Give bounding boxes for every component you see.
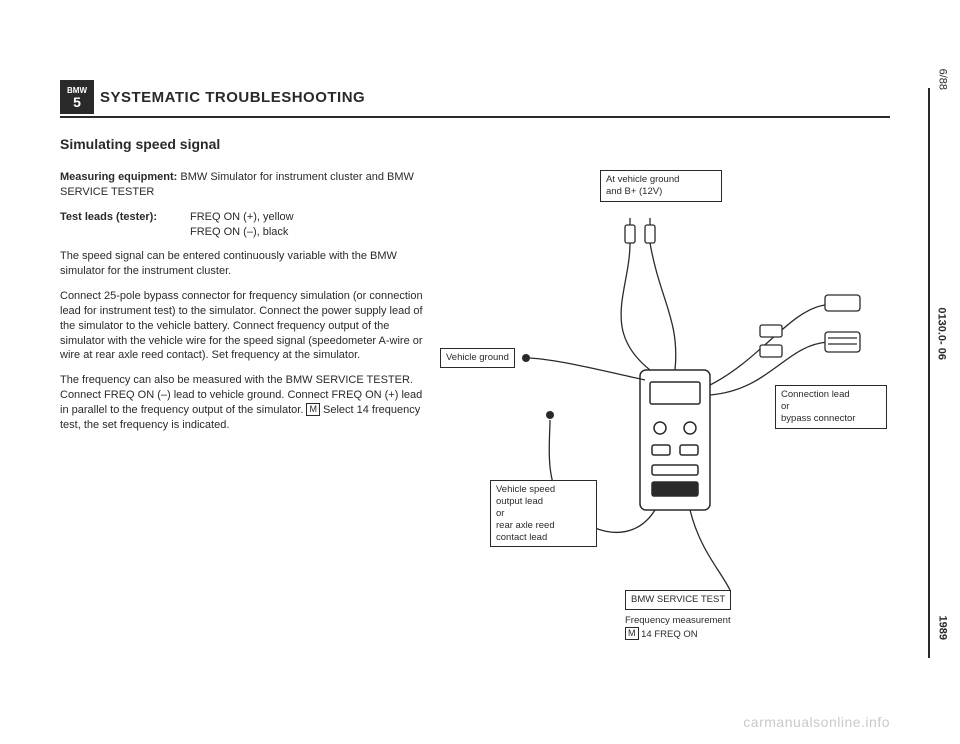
logo-series: 5 [73, 95, 81, 109]
m-symbol-2: M [625, 627, 639, 640]
paragraph-2: Connect 25-pole bypass connector for fre… [60, 289, 430, 363]
vehicle-ground-label: Vehicle ground [440, 348, 515, 368]
leads-line1: FREQ ON (+), yellow [190, 211, 294, 223]
section-title: Simulating speed signal [60, 136, 890, 152]
connection-lead-label: Connection lead or bypass connector [775, 385, 887, 429]
freq-measurement-label: Frequency measurement M 14 FREQ ON [625, 615, 731, 641]
leads-line2: FREQ ON (–), black [190, 226, 288, 238]
paragraph-1: The speed signal can be entered continuo… [60, 249, 430, 279]
side-rail [928, 88, 930, 658]
equip-label: Measuring equipment: [60, 171, 177, 183]
bmw-logo: BMW 5 [60, 80, 94, 114]
watermark: carmanualsonline.info [743, 714, 890, 730]
paragraph-3: The frequency can also be measured with … [60, 373, 430, 432]
rail-top: 6/88 [936, 69, 948, 90]
diagram-area: At vehicle ground and B+ (12V) Vehicle g… [430, 170, 890, 655]
header-row: BMW 5 SYSTEMATIC TROUBLESHOOTING [60, 80, 890, 118]
page-title: SYSTEMATIC TROUBLESHOOTING [100, 89, 365, 106]
rail-bottom: 1989 [936, 616, 948, 640]
output-lead-label: Vehicle speed output lead or rear axle r… [490, 480, 597, 547]
rail-mid: 0130.0- 06 [936, 307, 948, 360]
top-ground-label: At vehicle ground and B+ (12V) [600, 170, 722, 202]
service-tester-label: BMW SERVICE TEST [625, 590, 731, 610]
m-symbol: M [306, 403, 320, 416]
leads-label: Test leads (tester): [60, 210, 190, 240]
body-text-column: Measuring equipment: BMW Simulator for i… [60, 170, 430, 655]
